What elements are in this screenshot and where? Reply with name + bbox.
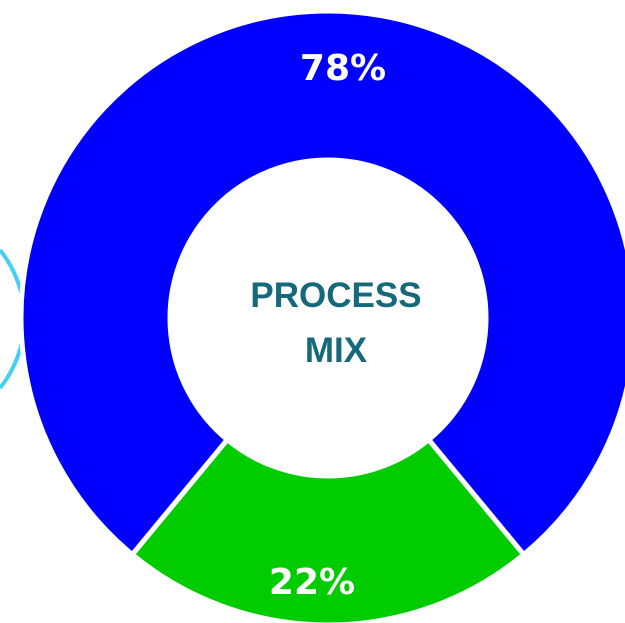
donut-slices [18,8,625,623]
donut-slice-2 [128,436,528,623]
slice-labels: 78% 22% [269,48,386,603]
slice-value-label-1: 78% [300,48,386,89]
center-title: PROCESS MIX [250,276,421,370]
slice-value-label-2: 22% [269,562,355,603]
center-title-line-1: PROCESS [250,276,421,315]
donut-slice-1 [18,8,625,559]
center-title-line-2: MIX [305,331,368,370]
